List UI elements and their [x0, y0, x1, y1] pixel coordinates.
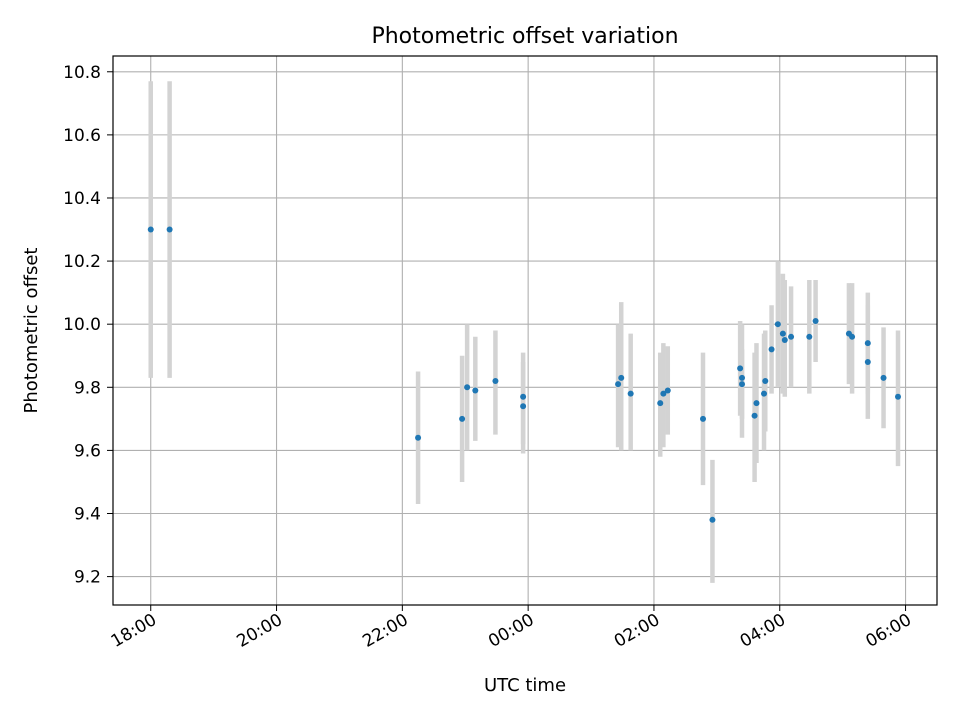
x-tick-label: 18:00 [108, 610, 160, 652]
data-point [864, 359, 871, 366]
data-point [660, 390, 667, 397]
y-tick-label: 10.6 [63, 126, 101, 146]
y-tick-label: 9.2 [74, 568, 101, 588]
data-point [627, 390, 634, 397]
data-point [739, 381, 746, 388]
x-axis-ticks: 18:00 20:00 22:00 00:00 02:00 04:00 06:00 [108, 605, 915, 652]
y-tick-label: 9.6 [74, 441, 101, 461]
x-tick-label: 22:00 [359, 610, 411, 652]
data-point [812, 318, 819, 325]
data-point [615, 381, 622, 388]
data-point [849, 333, 856, 340]
data-points [147, 226, 902, 523]
data-point [895, 393, 902, 400]
x-tick-label: 02:00 [611, 610, 663, 652]
data-point [781, 336, 788, 343]
data-point [864, 340, 871, 347]
data-point [459, 415, 466, 422]
x-tick-label: 20:00 [234, 610, 286, 652]
y-tick-label: 10.8 [63, 63, 101, 83]
plot-frame [112, 55, 938, 606]
y-axis-ticks: 9.2 9.4 9.6 9.8 10.0 10.2 10.4 10.6 10.8 [63, 63, 113, 588]
data-point [779, 330, 786, 337]
data-point [751, 412, 758, 419]
x-axis-label: UTC time [484, 675, 566, 696]
y-tick-label: 10.4 [63, 189, 101, 209]
data-point [737, 365, 744, 372]
data-point [472, 387, 479, 394]
y-tick-label: 10.2 [63, 252, 101, 272]
data-point [415, 434, 422, 441]
data-point [768, 346, 775, 353]
data-point [618, 374, 625, 381]
data-point [762, 377, 769, 384]
data-point [664, 387, 671, 394]
data-point [520, 403, 527, 410]
x-tick-label: 00:00 [485, 610, 537, 652]
data-point [753, 400, 760, 407]
data-point [700, 415, 707, 422]
x-tick-label: 06:00 [863, 610, 915, 652]
data-point [806, 333, 813, 340]
data-point [739, 374, 746, 381]
error-bars [148, 81, 901, 583]
data-point [788, 333, 795, 340]
data-point [464, 384, 471, 391]
data-point [492, 377, 499, 384]
x-tick-label: 04:00 [737, 610, 789, 652]
data-point [774, 321, 781, 328]
y-axis-label: Photometric offset [21, 248, 42, 414]
data-point [709, 516, 716, 523]
data-point [147, 226, 154, 233]
y-tick-label: 9.8 [74, 378, 101, 398]
data-point [761, 390, 768, 397]
data-point [657, 400, 664, 407]
chart-title: Photometric offset variation [371, 24, 678, 49]
data-point [166, 226, 173, 233]
data-point [880, 374, 887, 381]
data-point [520, 393, 527, 400]
y-tick-label: 10.0 [63, 315, 101, 335]
y-tick-label: 9.4 [74, 505, 101, 525]
